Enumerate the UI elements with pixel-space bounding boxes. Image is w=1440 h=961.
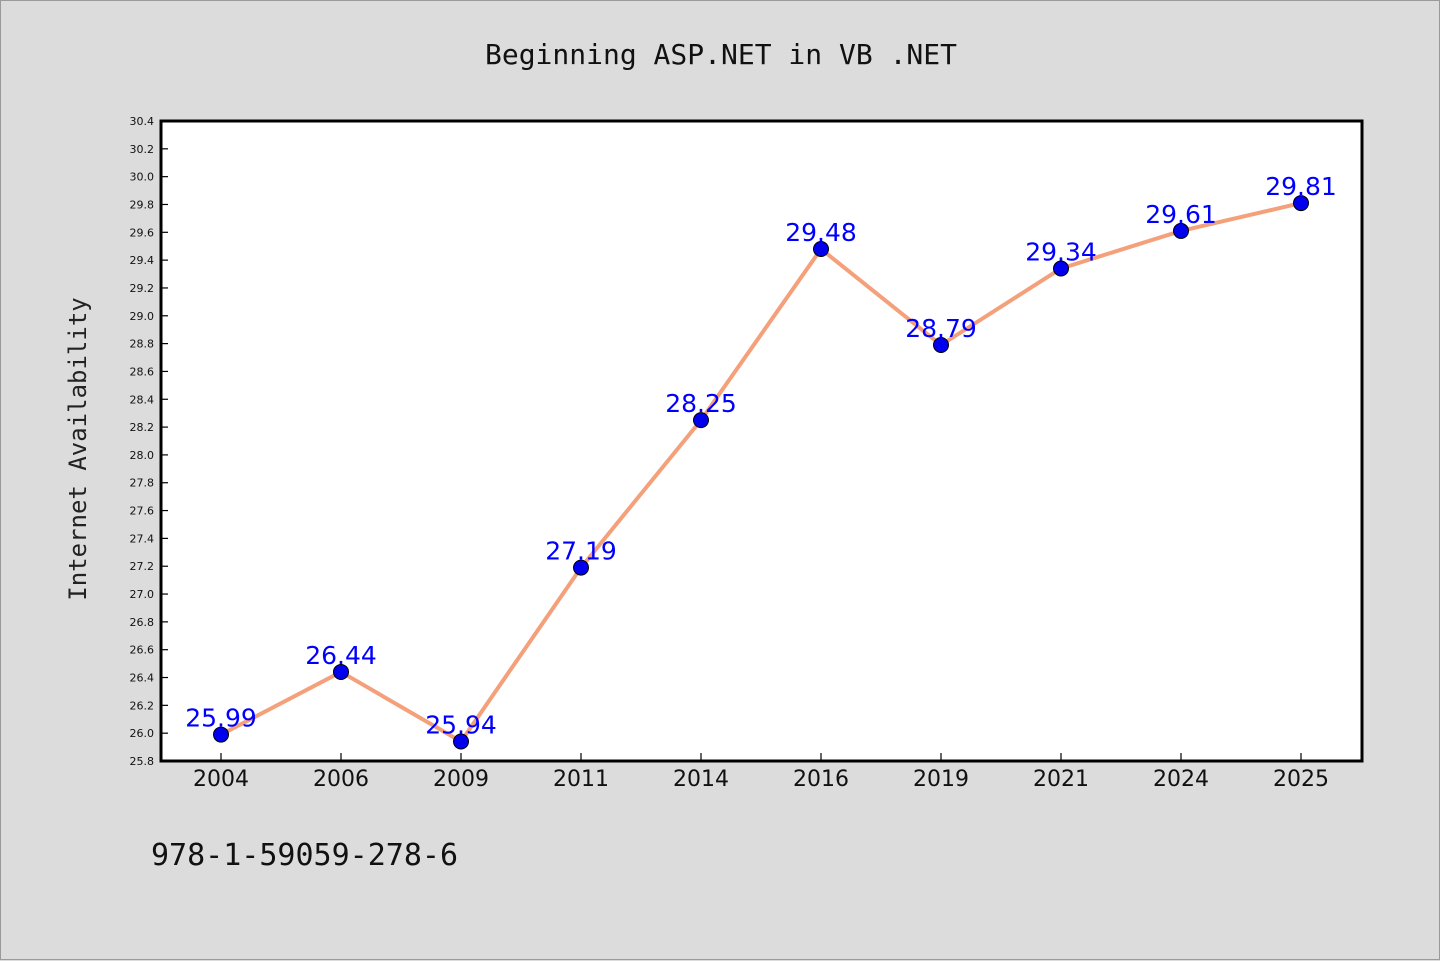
series-group: 25.9926.4425.9427.1928.2529.4828.7929.34…: [185, 172, 1337, 750]
y-tick-label: 28.6: [130, 365, 155, 378]
y-tick-label: 26.8: [130, 616, 155, 629]
y-tick-label: 28.8: [130, 338, 155, 351]
data-point: [453, 733, 469, 750]
y-tick-label: 25.8: [130, 755, 155, 768]
y-tick-label: 29.8: [130, 198, 155, 211]
x-tick-label: 2009: [433, 767, 489, 792]
y-tick-label: 28.4: [130, 393, 155, 406]
data-point: [333, 663, 349, 680]
y-tick-label: 29.6: [130, 226, 155, 239]
y-tick-label: 26.6: [130, 644, 155, 657]
x-tick-label: 2004: [193, 767, 249, 792]
isbn-text: 978-1-59059-278-6: [151, 838, 458, 873]
data-point: [813, 241, 829, 257]
y-axis-ticks: 25.8 26.0 26.2 26.4 26.6 26.8 27.0 27.2 27.4 27.6…: [130, 115, 168, 768]
data-point: [213, 726, 229, 743]
y-tick-label: 28.2: [130, 421, 155, 434]
data-point: [573, 559, 589, 576]
x-tick-label: 2014: [673, 767, 729, 792]
x-tick-label: 2006: [313, 767, 369, 792]
x-tick-label: 2019: [913, 767, 969, 792]
y-tick-label: 29.2: [130, 282, 155, 295]
y-tick-label: 26.2: [130, 699, 155, 712]
x-tick-label: 2011: [553, 767, 609, 792]
x-tick-label: 2016: [793, 767, 849, 792]
y-tick-label: 27.8: [130, 477, 155, 490]
y-tick-label: 27.6: [130, 505, 155, 518]
x-tick-label: 2025: [1273, 767, 1329, 792]
y-tick-label: 30.0: [130, 171, 155, 184]
y-tick-label: 30.2: [130, 143, 155, 156]
series-line: [219, 201, 1303, 744]
y-tick-label: 29.0: [130, 310, 155, 323]
y-tick-label: 26.4: [130, 672, 155, 685]
y-tick-label: 26.0: [130, 727, 155, 740]
y-tick-label: 27.4: [130, 532, 155, 545]
x-tick-label: 2021: [1033, 767, 1089, 792]
y-tick-label: 30.4: [130, 115, 155, 128]
data-point: [693, 412, 709, 429]
data-point: [1173, 222, 1189, 239]
x-tick-label: 2024: [1153, 767, 1209, 792]
y-tick-label: 27.2: [130, 560, 155, 573]
y-tick-label: 29.4: [130, 254, 155, 267]
data-point: [933, 337, 949, 353]
y-tick-label: 28.0: [130, 449, 155, 462]
plot-area: [159, 119, 1364, 763]
y-tick-label: 27.0: [130, 588, 155, 601]
data-point: [1293, 195, 1309, 212]
data-point: [1053, 260, 1069, 277]
chart-title: Beginning ASP.NET in VB .NET: [485, 38, 957, 71]
x-axis-ticks: 2004 2006 2009 2011 2014 2016 2019 2021 2024 2025: [193, 753, 1329, 792]
y-axis-label: Internet Availability: [64, 297, 92, 600]
